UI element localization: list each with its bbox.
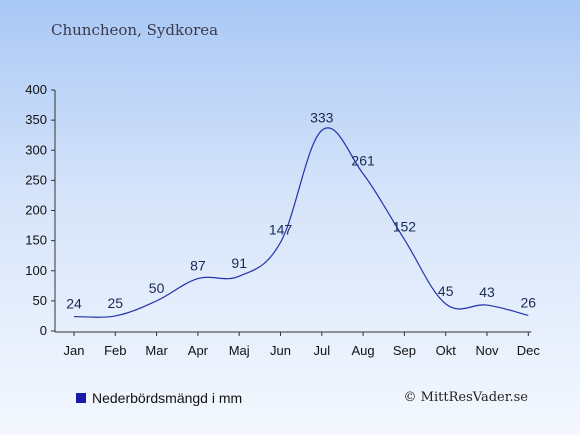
data-label: 26 (521, 294, 537, 310)
y-tick-label: 350 (25, 112, 47, 127)
legend-label: Nederbördsmängd i mm (92, 390, 243, 406)
y-tick-label: 0 (40, 323, 47, 338)
x-tick-label: Jan (64, 343, 85, 358)
data-label: 261 (351, 153, 375, 169)
y-tick-label: 250 (25, 172, 47, 187)
y-tick-label: 100 (25, 263, 47, 278)
y-tick-label: 50 (33, 293, 47, 308)
data-label: 25 (108, 295, 124, 311)
y-tick-label: 150 (25, 233, 47, 248)
legend-swatch (76, 393, 86, 403)
data-label: 333 (310, 109, 334, 125)
chart-title: Chuncheon, Sydkorea (51, 21, 219, 39)
y-tick-label: 200 (25, 203, 47, 218)
x-tick-label: Maj (229, 343, 250, 358)
data-label: 45 (438, 283, 454, 299)
data-label: 43 (479, 284, 495, 300)
data-label: 87 (190, 258, 206, 274)
y-tick-label: 400 (25, 82, 47, 97)
x-tick-label: Sep (393, 343, 416, 358)
x-tick-label: Feb (104, 343, 126, 358)
legend: Nederbördsmängd i mm (76, 390, 242, 406)
data-label: 24 (66, 296, 82, 312)
data-label: 152 (393, 218, 417, 234)
data-label: 147 (269, 221, 293, 237)
data-label: 50 (149, 280, 165, 296)
x-tick-label: Okt (436, 343, 457, 358)
x-tick-label: Dec (517, 343, 541, 358)
x-tick-label: Jun (270, 343, 291, 358)
x-tick-label: Apr (188, 343, 209, 358)
x-tick-label: Nov (475, 343, 499, 358)
y-tick-label: 300 (25, 142, 47, 157)
x-tick-label: Mar (145, 343, 168, 358)
copyright-text: © MittResVader.se (403, 390, 528, 405)
series-line (73, 127, 529, 318)
x-tick-label: Jul (313, 343, 330, 358)
data-label: 91 (231, 255, 247, 271)
x-tick-label: Aug (352, 343, 375, 358)
